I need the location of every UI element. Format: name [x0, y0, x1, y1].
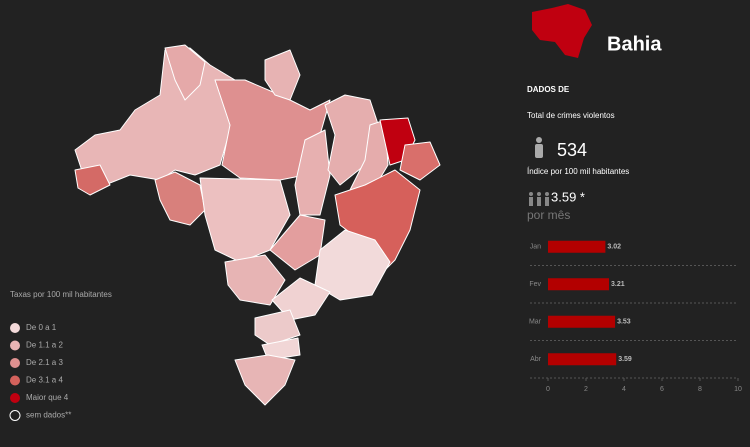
section-label: DADOS DE — [527, 85, 570, 94]
legend-label: De 1.1 a 2 — [26, 341, 63, 350]
parana — [254, 309, 301, 346]
total-value: 534 — [557, 140, 587, 160]
state-name: Bahia — [607, 33, 662, 55]
tocantins — [294, 129, 331, 216]
category-label: Mar — [529, 319, 542, 326]
total-label: Total de crimes violentos — [527, 111, 615, 120]
legend-swatch — [10, 340, 20, 351]
legend-swatch — [10, 358, 20, 368]
x-tick-label: 8 — [698, 386, 702, 393]
map — [74, 44, 441, 406]
person-icon — [535, 137, 543, 158]
index-value: 3.59 * — [551, 189, 585, 204]
legend-label: sem dados** — [26, 411, 71, 420]
value-label: 3.53 — [617, 319, 631, 326]
goias — [269, 214, 326, 271]
pernambuco-region — [399, 141, 441, 181]
rondonia — [154, 171, 206, 226]
people-icon — [529, 192, 549, 206]
index-label: Índice por 100 mil habitantes — [527, 167, 629, 176]
bar — [548, 315, 616, 328]
bar-chart: 0 2 4 6 8 10 Jan 3.02 Fev 3.21 Mar 3.53 Abr 3.59 — [529, 240, 742, 393]
value-label: 3.02 — [607, 244, 621, 251]
x-tick-label: 6 — [660, 386, 664, 393]
legend-label: Maior que 4 — [26, 393, 69, 402]
acre — [74, 164, 111, 196]
amapa — [264, 49, 301, 101]
category-label: Abr — [530, 356, 542, 363]
x-tick-label: 0 — [546, 386, 550, 393]
state-shape — [532, 4, 592, 58]
bahia-icon — [532, 4, 592, 58]
bar — [548, 278, 609, 291]
x-tick-label: 2 — [584, 386, 588, 393]
value-label: 3.59 — [618, 356, 632, 363]
period-label: por mês — [527, 208, 570, 222]
value-label: 3.21 — [611, 281, 625, 288]
bar — [548, 353, 617, 366]
category-label: Fev — [529, 281, 541, 288]
roraima — [164, 44, 206, 101]
legend: De 0 a 1 De 1.1 a 2 De 2.1 a 3 De 3.1 a 4 Ma… — [9, 323, 71, 421]
category-label: Jan — [530, 244, 541, 251]
mato-grosso — [199, 177, 291, 263]
legend-label: De 2.1 a 3 — [26, 358, 63, 367]
legend-swatch — [10, 375, 20, 386]
bar — [548, 240, 606, 253]
x-tick-label: 4 — [622, 386, 626, 393]
x-tick-label: 10 — [734, 386, 742, 393]
mato-grosso-do-sul — [224, 254, 286, 306]
legend-label: De 0 a 1 — [26, 323, 57, 332]
legend-swatch — [10, 393, 20, 403]
legend-title: Taxas por 100 mil habitantes — [10, 290, 112, 299]
rio-grande-do-sul — [234, 354, 296, 406]
legend-label: De 3.1 a 4 — [26, 376, 63, 385]
legend-swatch — [10, 323, 20, 333]
legend-swatch — [9, 410, 21, 421]
